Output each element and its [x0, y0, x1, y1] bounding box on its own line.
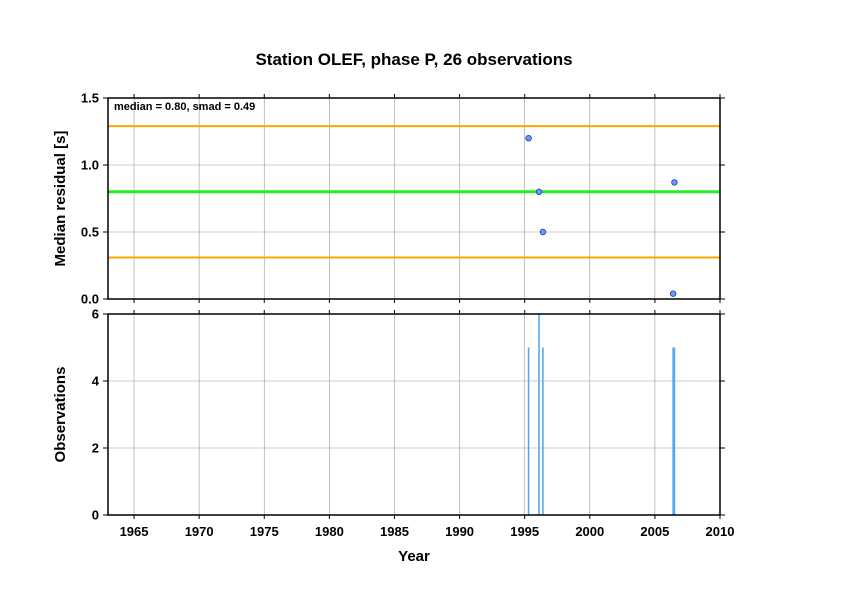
data-point — [669, 290, 677, 297]
observations-frame — [107, 313, 721, 516]
data-point — [671, 179, 678, 186]
x-tick-label: 2000 — [575, 524, 604, 539]
data-bar — [538, 314, 540, 515]
residual-y-axis-title: Median residual [s] — [52, 131, 69, 267]
x-tick-label: 1965 — [120, 524, 149, 539]
data-bar — [673, 347, 676, 515]
observations-y-axis-title: Observations — [52, 367, 69, 463]
data-bar — [527, 347, 530, 515]
x-tick-label: 2005 — [640, 524, 669, 539]
x-tick-label: 2010 — [706, 524, 735, 539]
data-bar — [672, 347, 674, 515]
data-point — [539, 228, 547, 236]
residual-y-tick-label: 0.5 — [81, 225, 99, 240]
residual-panel: median = 0.80, smad = 0.49 0.0 0.5 1.0 1.5 Me… — [52, 91, 725, 307]
x-tick-label: 1990 — [445, 524, 474, 539]
observations-panel: 1965 1970 1975 1980 1985 1990 1995 2000 2005 2010… — [52, 307, 734, 540]
observations-y-tick-label: 4 — [92, 374, 100, 389]
stats-annotation: median = 0.80, smad = 0.49 — [114, 101, 255, 113]
data-point — [535, 188, 543, 195]
observations-y-tick-label: 2 — [92, 441, 99, 456]
residual-frame — [107, 97, 721, 300]
x-tick-label: 1995 — [510, 524, 539, 539]
x-axis-title: Year — [398, 548, 430, 565]
x-tick-label: 1980 — [315, 524, 344, 539]
x-tick-label: 1970 — [185, 524, 214, 539]
observations-y-tick-label: 0 — [92, 508, 99, 523]
data-point — [525, 134, 532, 142]
residual-y-tick-label: 1.0 — [81, 158, 99, 173]
residual-y-tick-label: 0.0 — [81, 292, 99, 307]
x-tick-label: 1985 — [380, 524, 409, 539]
x-tick-label: 1975 — [250, 524, 279, 539]
residual-y-tick-label: 1.5 — [81, 91, 99, 106]
chart-title: Station OLEF, phase P, 26 observations — [255, 50, 572, 69]
observations-y-tick-label: 6 — [92, 307, 99, 322]
data-bar — [542, 347, 544, 515]
